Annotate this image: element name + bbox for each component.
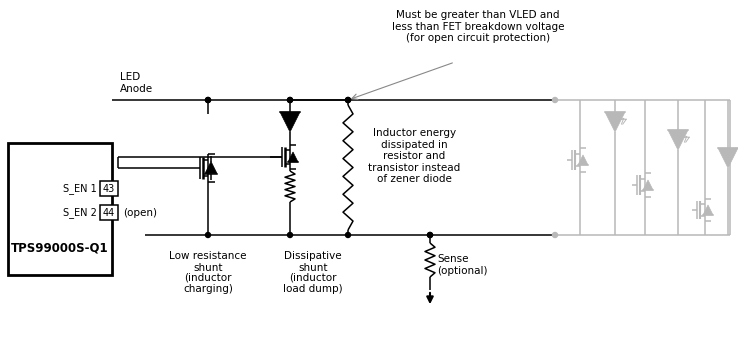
Polygon shape [668,130,688,150]
Text: S_EN 1: S_EN 1 [63,183,97,194]
Text: (open): (open) [123,208,157,218]
Bar [8,143,112,275]
Text: (inductor
charging): (inductor charging) [183,272,233,294]
Circle shape [205,232,210,237]
Circle shape [205,98,210,102]
Polygon shape [643,180,653,190]
Circle shape [427,232,432,237]
Circle shape [427,232,432,237]
Circle shape [553,98,557,102]
Circle shape [288,98,292,102]
Circle shape [288,232,292,237]
Text: Sense
(optional): Sense (optional) [437,254,488,276]
Circle shape [345,98,351,102]
Text: S_EN 2: S_EN 2 [63,207,97,218]
Text: Inductor energy
dissipated in
resistor and
transistor instead
of zener diode: Inductor energy dissipated in resistor a… [368,128,461,184]
Text: 43: 43 [103,184,115,194]
Polygon shape [605,112,625,132]
Circle shape [288,98,292,102]
Text: (inductor
load dump): (inductor load dump) [283,272,343,294]
Text: LED
Anode: LED Anode [120,73,153,94]
Polygon shape [578,155,588,165]
Text: Must be greater than VLED and
less than FET breakdown voltage
(for open circuit : Must be greater than VLED and less than … [392,10,565,43]
Text: TPS99000S-Q1: TPS99000S-Q1 [11,242,108,254]
Text: Low resistance
shunt: Low resistance shunt [169,251,246,273]
Bar [100,205,118,220]
Polygon shape [718,148,738,168]
Polygon shape [288,152,298,162]
Circle shape [205,98,210,102]
Circle shape [345,232,351,237]
Circle shape [345,98,351,102]
Circle shape [553,232,557,237]
Bar [100,181,118,196]
Text: 44: 44 [103,208,115,218]
Text: Dissipative
shunt: Dissipative shunt [284,251,342,273]
Polygon shape [703,205,713,215]
Polygon shape [205,161,217,174]
Polygon shape [280,112,300,132]
